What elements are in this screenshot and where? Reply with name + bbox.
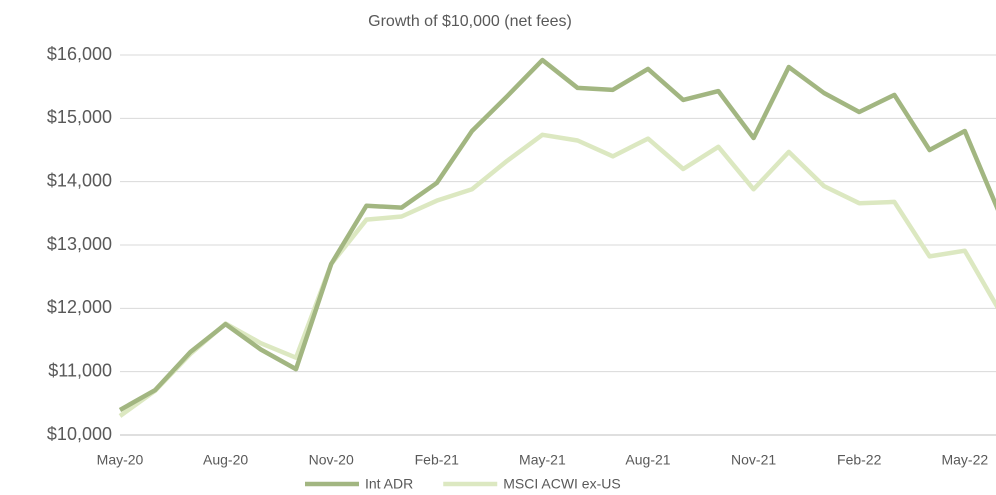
line-series <box>118 57 996 412</box>
legend-label: MSCI ACWI ex-US <box>503 476 620 492</box>
line-series <box>118 132 996 418</box>
x-tick-label: Nov-20 <box>309 452 354 468</box>
legend-label: Int ADR <box>365 476 413 492</box>
x-tick-label: Feb-22 <box>837 452 882 468</box>
y-tick-label: $14,000 <box>47 170 112 190</box>
y-tick-label: $11,000 <box>48 360 112 380</box>
x-tick-label: Aug-21 <box>625 452 670 468</box>
y-tick-label: $10,000 <box>47 424 112 444</box>
x-tick-label: Nov-21 <box>731 452 776 468</box>
x-tick-label: Aug-20 <box>203 452 248 468</box>
x-tick-label: May-20 <box>97 452 144 468</box>
y-tick-label: $13,000 <box>47 234 112 254</box>
y-tick-label: $16,000 <box>47 44 112 64</box>
chart-title: Growth of $10,000 (net fees) <box>368 13 572 30</box>
x-tick-label: May-21 <box>519 452 566 468</box>
y-tick-label: $15,000 <box>47 107 112 127</box>
plot-area <box>118 57 996 418</box>
x-tick-label: Feb-21 <box>415 452 460 468</box>
x-tick-label: May-22 <box>941 452 988 468</box>
y-tick-label: $12,000 <box>47 297 112 317</box>
